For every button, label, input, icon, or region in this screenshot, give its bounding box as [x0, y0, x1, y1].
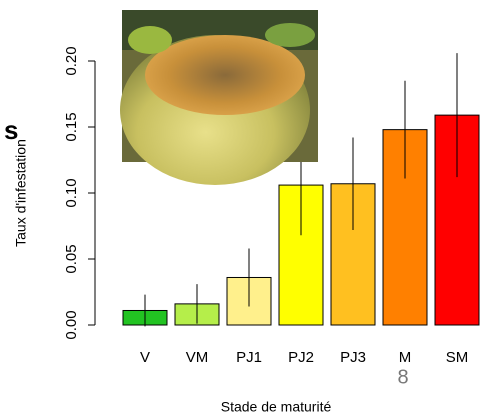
x-tick-label: PJ3: [340, 349, 366, 366]
x-axis-title: Stade de maturité: [221, 399, 332, 415]
x-tick-label: PJ1: [236, 349, 262, 366]
photo-leaf: [265, 23, 315, 47]
x-tick-label: V: [140, 349, 150, 366]
x-tick-label: PJ2: [288, 349, 314, 366]
x-tick-label: SM: [446, 349, 469, 366]
x-tick-label: VM: [186, 349, 209, 366]
photo-pulp: [145, 35, 305, 115]
plot-area: 0.00 0.05 0.10 0.15 0.20 V VM PJ1 PJ2 PJ3 M SM: [63, 46, 480, 366]
bar: [278, 184, 324, 326]
annotation: s: [4, 115, 18, 145]
photo-leaf: [128, 26, 172, 54]
y-tick-label: 0.05: [63, 244, 80, 273]
photo-inset: [120, 10, 318, 185]
x-tick-label: M: [399, 349, 412, 366]
y-tick-label: 0.15: [63, 112, 80, 141]
y-axis-title: Taux d'infestation: [13, 139, 29, 247]
annotation: 8: [397, 366, 408, 388]
y-tick-label: 0.20: [63, 46, 80, 75]
y-tick-label: 0.00: [63, 310, 80, 339]
y-tick-label: 0.10: [63, 178, 80, 207]
